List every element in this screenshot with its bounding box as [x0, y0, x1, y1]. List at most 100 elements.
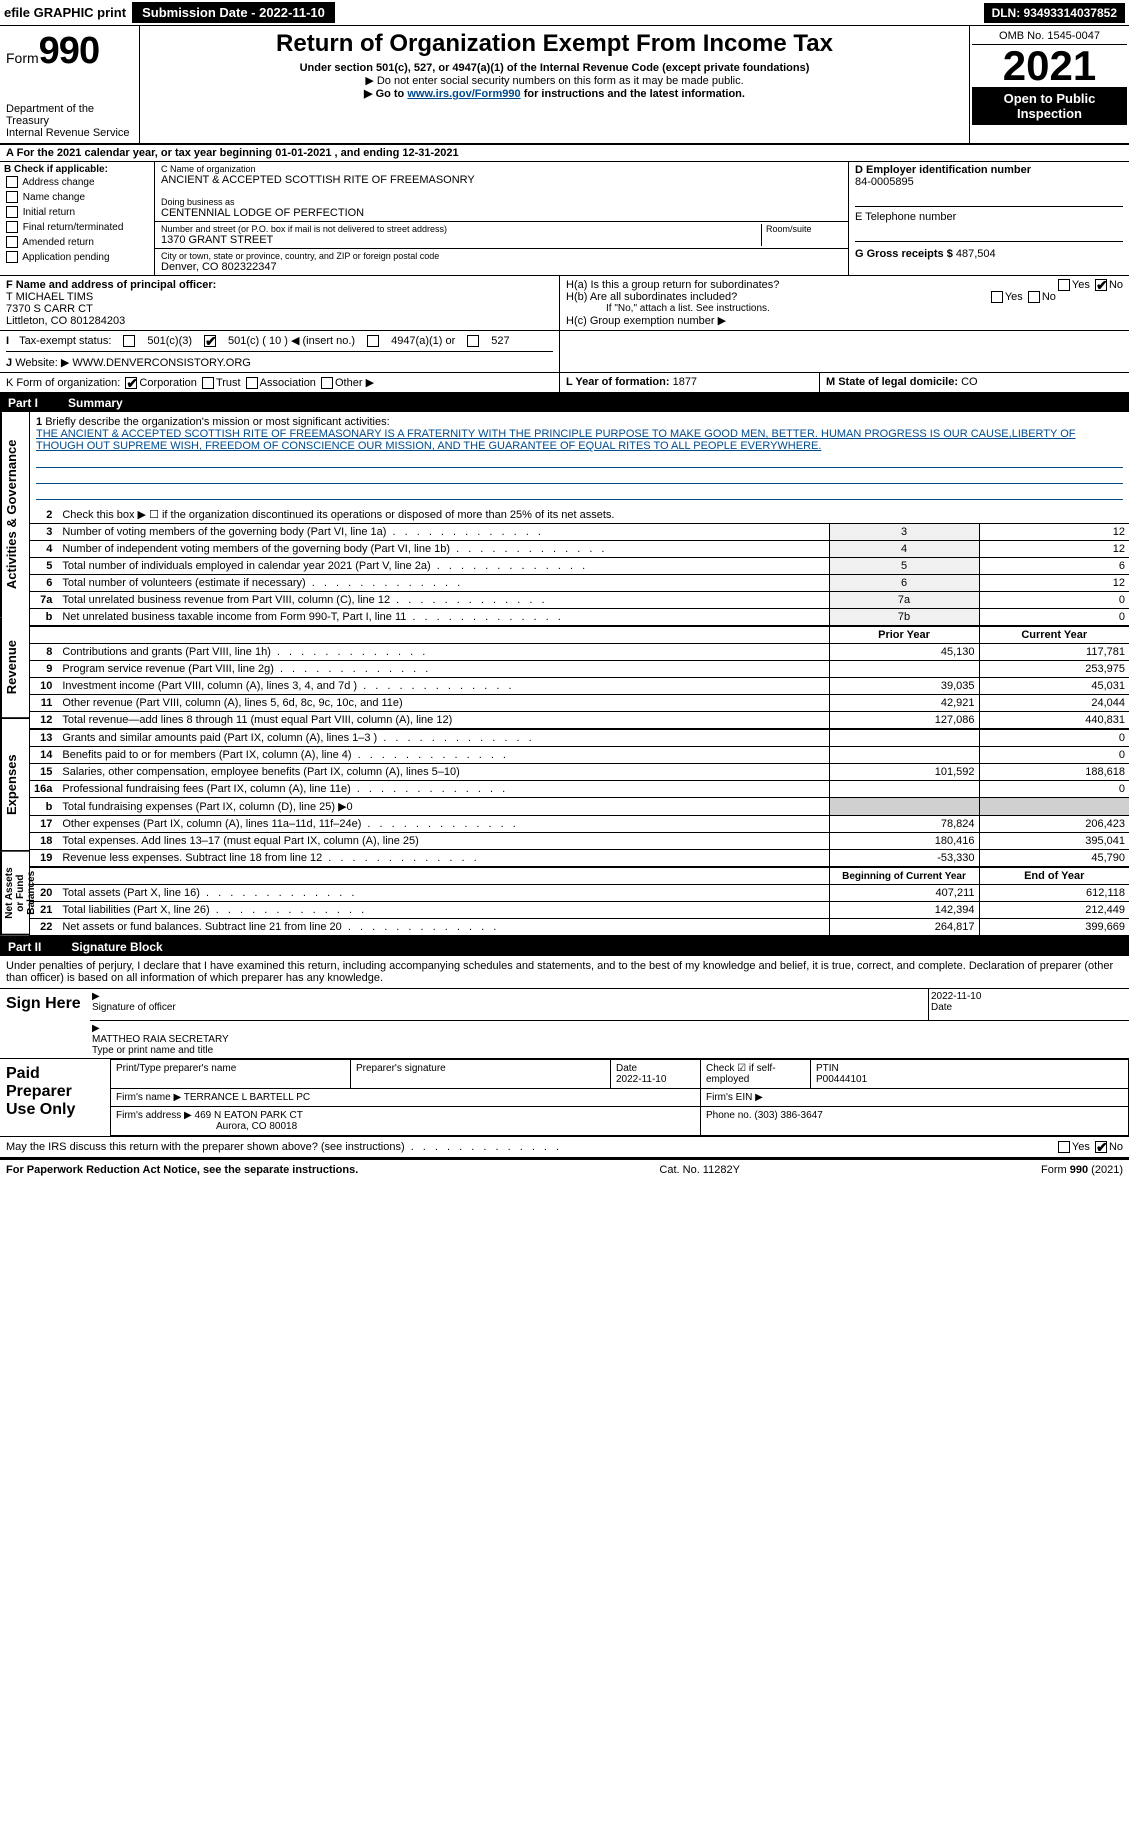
website-value: WWW.DENVERCONSISTORY.ORG — [72, 357, 250, 369]
sign-here-body: Signature of officer 2022-11-10 Date MAT… — [90, 989, 1129, 1058]
chk-527[interactable] — [467, 335, 479, 347]
line20: 20Total assets (Part X, line 16)407,2116… — [30, 885, 1129, 902]
hb-note: If "No," attach a list. See instructions… — [566, 303, 1123, 314]
chk-name-change[interactable]: Name change — [4, 190, 150, 205]
line6: 6Total number of volunteers (estimate if… — [30, 575, 1129, 592]
block-j: J Website: ▶ WWW.DENVERCONSISTORY.ORG — [6, 356, 553, 369]
hb-no[interactable] — [1028, 291, 1040, 303]
block-h: H(a) Is this a group return for subordin… — [560, 276, 1129, 330]
firm-phone-label: Phone no. — [706, 1110, 752, 1121]
street-label: Number and street (or P.O. box if mail i… — [161, 224, 757, 234]
city-value: Denver, CO 802322347 — [161, 261, 842, 273]
self-employed-cell: Check ☑ if self-employed — [701, 1060, 811, 1089]
chk-trust[interactable] — [202, 377, 214, 389]
domicile-value: CO — [961, 376, 978, 388]
irs-label: Internal Revenue Service — [6, 127, 133, 139]
chk-4947[interactable] — [367, 335, 379, 347]
block-f: F Name and address of principal officer:… — [0, 276, 560, 330]
discuss-no[interactable] — [1095, 1141, 1107, 1153]
ha-no[interactable] — [1095, 279, 1107, 291]
sig-officer-label: Signature of officer — [92, 1002, 926, 1013]
line3: 3Number of voting members of the governi… — [30, 524, 1129, 541]
hb-yes[interactable] — [991, 291, 1003, 303]
line13: 13Grants and similar amounts paid (Part … — [30, 729, 1129, 747]
street-cell: Number and street (or P.O. box if mail i… — [155, 222, 848, 249]
chk-other[interactable] — [321, 377, 333, 389]
firm-addr-label: Firm's address ▶ — [116, 1110, 192, 1121]
city-cell: City or town, state or province, country… — [155, 249, 848, 275]
sign-here-row: Sign Here Signature of officer 2022-11-1… — [0, 988, 1129, 1059]
irs-link[interactable]: www.irs.gov/Form990 — [407, 88, 520, 100]
chk-501c3[interactable] — [123, 335, 135, 347]
line19: 19Revenue less expenses. Subtract line 1… — [30, 850, 1129, 868]
part1-title: Summary — [68, 396, 123, 410]
goto-suffix: for instructions and the latest informat… — [521, 88, 745, 100]
block-k: K Form of organization: Corporation Trus… — [0, 373, 560, 392]
pra-notice: For Paperwork Reduction Act Notice, see … — [6, 1164, 358, 1176]
officer-typed-name: MATTHEO RAIA SECRETARY — [92, 1034, 1127, 1045]
block-fh: F Name and address of principal officer:… — [0, 276, 1129, 331]
domicile-label: M State of legal domicile: — [826, 376, 958, 388]
boy-eoy-header: Beginning of Current YearEnd of Year — [30, 867, 1129, 885]
firm-name-label: Firm's name ▶ — [116, 1092, 181, 1103]
officer-label: F Name and address of principal officer: — [6, 279, 553, 291]
chk-assoc[interactable] — [246, 377, 258, 389]
block-c: C Name of organization ANCIENT & ACCEPTE… — [155, 162, 849, 275]
paid-preparer-body: Print/Type preparer's name Preparer's si… — [110, 1059, 1129, 1136]
form-number-block: Form990 — [6, 30, 133, 73]
block-ij: I Tax-exempt status: 501(c)(3) 501(c) ( … — [0, 331, 1129, 373]
submission-date-box: Submission Date - 2022-11-10 — [132, 2, 335, 23]
chk-address-change[interactable]: Address change — [4, 175, 150, 190]
cat-no: Cat. No. 11282Y — [659, 1164, 740, 1176]
part2-title: Signature Block — [71, 940, 162, 954]
chk-initial-return[interactable]: Initial return — [4, 205, 150, 220]
block-h-cont — [560, 331, 1129, 372]
ha-yes[interactable] — [1058, 279, 1070, 291]
side-tabs: Activities & Governance Revenue Expenses… — [0, 412, 30, 936]
block-m: M State of legal domicile: CO — [820, 373, 1129, 392]
line11: 11Other revenue (Part VIII, column (A), … — [30, 695, 1129, 712]
discuss-row: May the IRS discuss this return with the… — [0, 1137, 1129, 1159]
block-b-title: B Check if applicable: — [4, 164, 150, 175]
prep-sig-label: Preparer's signature — [356, 1063, 446, 1074]
line2: 2Check this box ▶ ☐ if the organization … — [30, 506, 1129, 524]
tab-expenses: Expenses — [0, 719, 29, 852]
line10: 10Investment income (Part VIII, column (… — [30, 678, 1129, 695]
city-label: City or town, state or province, country… — [161, 251, 842, 261]
chk-corp[interactable] — [125, 377, 137, 389]
form-subtitle-2: ▶ Do not enter social security numbers o… — [148, 74, 961, 87]
sign-here-label: Sign Here — [0, 989, 90, 1058]
website-label: Website: ▶ — [15, 357, 69, 369]
discuss-yes[interactable] — [1058, 1141, 1070, 1153]
page-footer: For Paperwork Reduction Act Notice, see … — [0, 1159, 1129, 1180]
typed-name-label: Type or print name and title — [92, 1045, 1127, 1056]
chk-application-pending[interactable]: Application pending — [4, 250, 150, 265]
line14: 14Benefits paid to or for members (Part … — [30, 747, 1129, 764]
line1-label: Briefly describe the organization's miss… — [45, 416, 389, 428]
line7a: 7aTotal unrelated business revenue from … — [30, 592, 1129, 609]
dba-label: Doing business as — [161, 197, 842, 207]
line7b: bNet unrelated business taxable income f… — [30, 609, 1129, 627]
line1: 1 Briefly describe the organization's mi… — [30, 412, 1129, 506]
form-label: Form — [6, 50, 39, 66]
tax-year: 2021 — [972, 45, 1127, 87]
line16b: bTotal fundraising expenses (Part IX, co… — [30, 798, 1129, 816]
officer-addr2: Littleton, CO 801284203 — [6, 315, 553, 327]
officer-addr1: 7370 S CARR CT — [6, 303, 553, 315]
chk-final-return[interactable]: Final return/terminated — [4, 220, 150, 235]
blank-line — [36, 454, 1123, 468]
gross-receipts-label: G Gross receipts $ — [855, 248, 953, 260]
form-number: 990 — [39, 30, 99, 72]
prep-date-value: 2022-11-10 — [616, 1074, 666, 1085]
gross-receipts-value: 487,504 — [956, 248, 996, 260]
penalty-text: Under penalties of perjury, I declare th… — [0, 956, 1129, 988]
line21: 21Total liabilities (Part X, line 26)142… — [30, 902, 1129, 919]
block-b: B Check if applicable: Address change Na… — [0, 162, 155, 275]
org-name-cell: C Name of organization ANCIENT & ACCEPTE… — [155, 162, 848, 222]
room-label: Room/suite — [766, 224, 842, 234]
chk-501c[interactable] — [204, 335, 216, 347]
chk-amended-return[interactable]: Amended return — [4, 235, 150, 250]
tax-period-text: For the 2021 calendar year, or tax year … — [17, 147, 459, 159]
tax-period-line: A For the 2021 calendar year, or tax yea… — [0, 145, 1129, 162]
part1-label: Part I — [8, 396, 38, 410]
